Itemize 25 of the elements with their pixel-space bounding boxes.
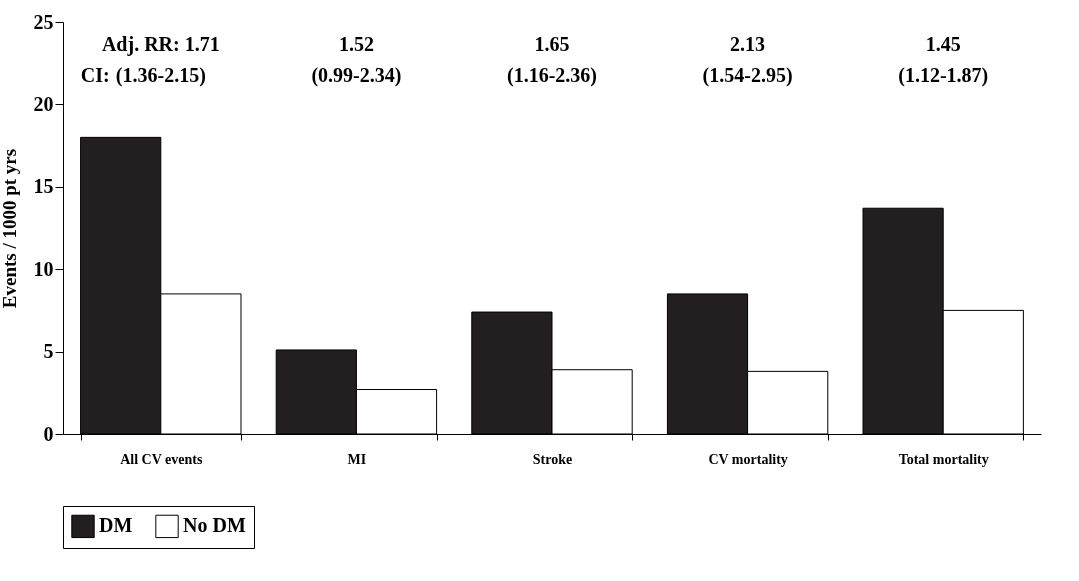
x-tick-label: MI (347, 451, 367, 467)
x-tick-label: Stroke (532, 451, 573, 467)
y-axis-title: Events / 1000 pt yrs (0, 148, 20, 309)
y-tick-label: 10 (33, 257, 54, 280)
x-tick-label: All CV events (120, 451, 203, 467)
y-tick-label: 20 (33, 92, 54, 115)
legend-label: DM (99, 514, 133, 537)
annotation: 1.52 (338, 32, 374, 55)
annotation: 1.65 (534, 32, 570, 55)
annotation: Adj. RR: 1.71 (101, 32, 220, 56)
annotation: (0.99-2.34) (311, 63, 402, 87)
annotation: (1.16-2.36) (507, 63, 597, 87)
annotation: 1.45 (925, 32, 961, 55)
annotation: 2.13 (730, 32, 766, 55)
y-tick-label: 5 (43, 340, 54, 363)
annotation: CI: (80, 63, 110, 86)
annotation: (1.54-2.95) (702, 63, 793, 87)
legend-label: No DM (183, 514, 246, 537)
x-tick-label: CV mortality (708, 451, 788, 467)
annotation: (1.12-1.87) (898, 63, 989, 87)
y-tick-label: 15 (33, 175, 54, 198)
annotation: (1.36-2.15) (115, 63, 206, 87)
y-tick-label: 0 (43, 422, 54, 445)
x-tick-label: Total mortality (898, 451, 989, 467)
y-tick-label: 25 (33, 10, 54, 33)
